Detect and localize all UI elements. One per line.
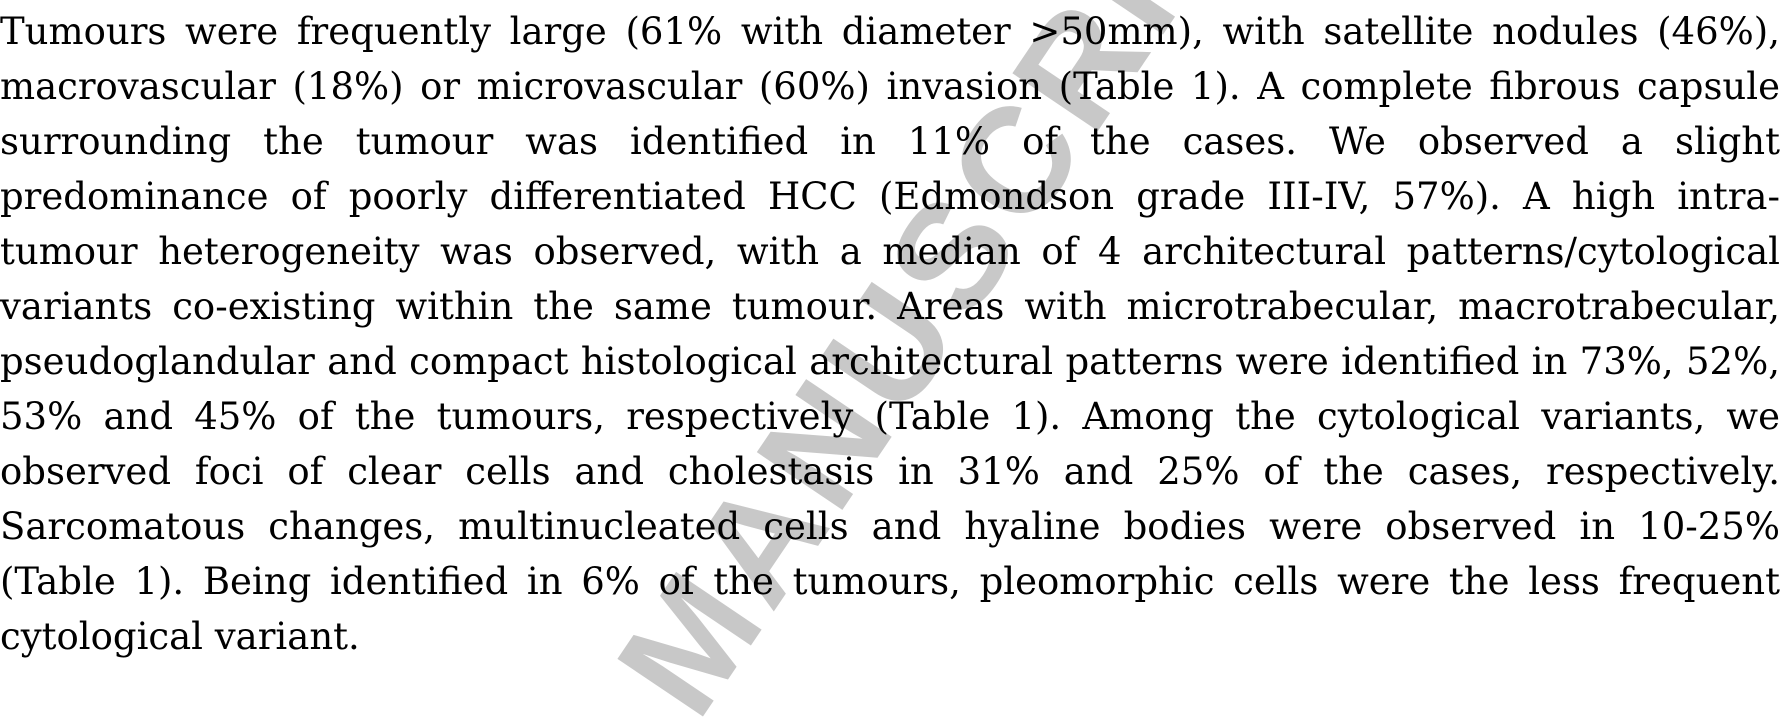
body-paragraph: Tumours were frequently large (61% with … [0, 10, 1780, 658]
